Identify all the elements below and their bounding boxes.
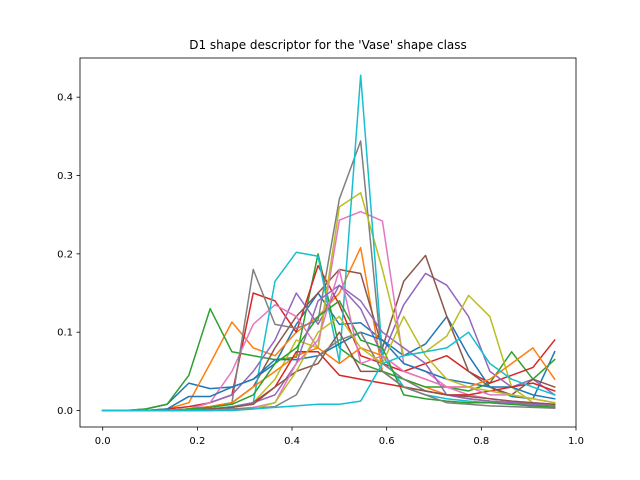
- y-tick-label-3: 0.3: [57, 171, 73, 182]
- x-tick-label-2: 0.4: [284, 436, 300, 447]
- series-line-20: [101, 331, 556, 412]
- x-tick-label-1: 0.2: [189, 436, 205, 447]
- chart-title: D1 shape descriptor for the 'Vase' shape…: [189, 38, 467, 52]
- series-layer: [101, 74, 556, 412]
- axes-frame: [79, 57, 577, 428]
- y-tick-label-0: 0.0: [57, 406, 73, 417]
- axes-layer: 0.0 0.2 0.4 0.6 0.8 1.0 0.0 0.1 0.2 0.3 0.4: [57, 57, 584, 447]
- series-line-3: [101, 253, 556, 412]
- series-line-13: [101, 300, 556, 412]
- y-tick-label-4: 0.4: [57, 93, 73, 104]
- x-tick-label-0: 0.0: [95, 436, 111, 447]
- y-tick-label-1: 0.1: [57, 328, 73, 339]
- y-tick-label-2: 0.2: [57, 249, 73, 260]
- x-tick-label-5: 1.0: [568, 436, 584, 447]
- x-tick-label-4: 0.8: [473, 436, 489, 447]
- x-tick-label-3: 0.6: [379, 436, 395, 447]
- series-line-11: [101, 331, 556, 412]
